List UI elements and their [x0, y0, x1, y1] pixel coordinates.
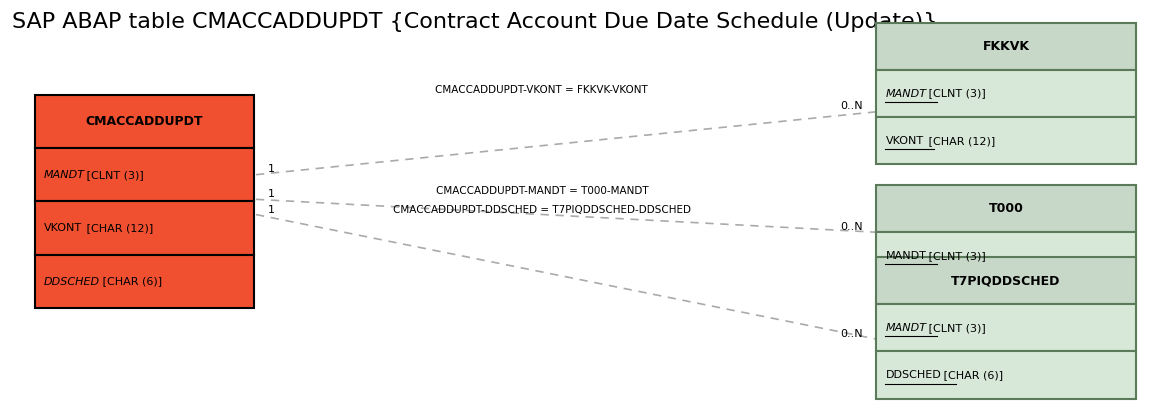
- Text: [CHAR (6)]: [CHAR (6)]: [99, 277, 162, 286]
- Text: [CLNT (3)]: [CLNT (3)]: [924, 323, 985, 333]
- Text: SAP ABAP table CMACCADDUPDT {Contract Account Due Date Schedule (Update)}: SAP ABAP table CMACCADDUPDT {Contract Ac…: [12, 12, 937, 32]
- Text: DDSCHED: DDSCHED: [886, 370, 941, 380]
- FancyBboxPatch shape: [876, 351, 1136, 399]
- Text: MANDT: MANDT: [886, 323, 927, 333]
- FancyBboxPatch shape: [34, 148, 254, 201]
- FancyBboxPatch shape: [876, 185, 1136, 232]
- FancyBboxPatch shape: [876, 232, 1136, 279]
- Text: 1: 1: [267, 164, 274, 174]
- Text: T000: T000: [989, 202, 1023, 215]
- FancyBboxPatch shape: [34, 255, 254, 308]
- Text: [CHAR (12)]: [CHAR (12)]: [924, 136, 995, 146]
- Text: CMACCADDUPDT-VKONT = FKKVK-VKONT: CMACCADDUPDT-VKONT = FKKVK-VKONT: [435, 85, 648, 95]
- Text: [CLNT (3)]: [CLNT (3)]: [924, 251, 985, 261]
- Text: MANDT: MANDT: [886, 88, 927, 99]
- Text: FKKVK: FKKVK: [982, 40, 1029, 53]
- Text: CMACCADDUPDT-DDSCHED = T7PIQDDSCHED-DDSCHED: CMACCADDUPDT-DDSCHED = T7PIQDDSCHED-DDSC…: [393, 206, 690, 215]
- Text: DDSCHED: DDSCHED: [44, 277, 100, 286]
- Text: 0..N: 0..N: [840, 329, 862, 339]
- Text: VKONT: VKONT: [886, 136, 923, 146]
- FancyBboxPatch shape: [876, 304, 1136, 351]
- Text: 0..N: 0..N: [840, 101, 862, 111]
- Text: 1: 1: [267, 206, 274, 215]
- FancyBboxPatch shape: [876, 257, 1136, 304]
- Text: [CHAR (6)]: [CHAR (6)]: [941, 370, 1003, 380]
- FancyBboxPatch shape: [876, 117, 1136, 164]
- Text: T7PIQDDSCHED: T7PIQDDSCHED: [951, 274, 1061, 287]
- FancyBboxPatch shape: [876, 23, 1136, 70]
- Text: VKONT: VKONT: [44, 223, 82, 233]
- FancyBboxPatch shape: [34, 201, 254, 255]
- Text: CMACCADDUPDT-MANDT = T000-MANDT: CMACCADDUPDT-MANDT = T000-MANDT: [435, 186, 648, 196]
- Text: 1: 1: [267, 189, 274, 199]
- FancyBboxPatch shape: [876, 70, 1136, 117]
- Text: [CLNT (3)]: [CLNT (3)]: [924, 88, 985, 99]
- Text: 0..N: 0..N: [840, 222, 862, 232]
- Text: CMACCADDUPDT: CMACCADDUPDT: [86, 115, 203, 128]
- Text: [CHAR (12)]: [CHAR (12)]: [83, 223, 153, 233]
- Text: [CLNT (3)]: [CLNT (3)]: [83, 170, 143, 180]
- FancyBboxPatch shape: [34, 95, 254, 148]
- Text: MANDT: MANDT: [44, 170, 85, 180]
- Text: MANDT: MANDT: [886, 251, 927, 261]
